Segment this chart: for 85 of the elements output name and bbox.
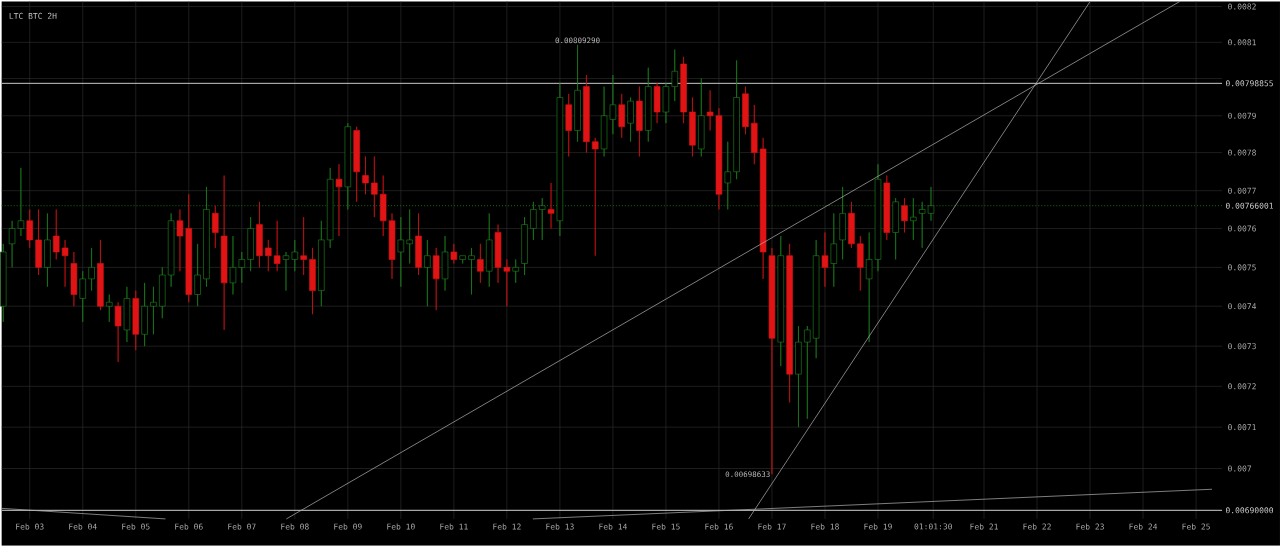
candlestick	[468, 247, 475, 295]
candlestick	[645, 67, 652, 143]
candlestick	[273, 220, 281, 272]
candlestick	[424, 239, 431, 307]
candlestick	[220, 175, 228, 331]
candlestick	[441, 235, 449, 292]
candlestick	[759, 137, 767, 280]
candlestick	[901, 197, 908, 233]
candlestick	[848, 201, 855, 249]
candlestick	[114, 302, 122, 363]
candlestick	[777, 235, 785, 367]
candlestick	[97, 239, 104, 311]
candlestick	[265, 239, 272, 272]
candlestick	[583, 74, 590, 154]
candlestick	[812, 239, 820, 359]
candlestick	[768, 247, 776, 475]
candlestick	[44, 213, 51, 288]
candlestick	[300, 216, 307, 276]
candlestick	[194, 243, 201, 307]
candlestick	[724, 141, 731, 210]
candlestick	[733, 60, 740, 180]
candlestick	[910, 197, 917, 241]
candlestick	[627, 97, 634, 143]
candlestick	[671, 49, 678, 102]
candlestick	[698, 78, 705, 157]
candlestick	[485, 213, 493, 288]
candlestick	[35, 209, 42, 276]
candlestick	[318, 220, 325, 307]
candlestick	[26, 209, 33, 249]
candlestick	[309, 247, 316, 315]
candlestick	[88, 247, 95, 292]
candlestick	[512, 259, 519, 284]
candlestick	[70, 251, 78, 307]
candlestick	[521, 216, 528, 276]
candlestick	[335, 164, 343, 237]
candlestick	[247, 216, 254, 272]
candlestick	[362, 156, 369, 195]
candlestick	[344, 123, 352, 210]
candlestick	[371, 156, 378, 218]
candlestick	[79, 271, 86, 323]
candlestick	[141, 282, 148, 347]
candlestick	[61, 239, 69, 288]
candlestick	[123, 286, 131, 343]
candlestick	[618, 93, 625, 139]
candlestick	[326, 167, 334, 249]
candlestick	[653, 82, 661, 124]
candlestick	[636, 86, 643, 157]
candlestick	[256, 201, 263, 268]
candlestick	[477, 243, 484, 284]
candlestick	[530, 201, 537, 241]
candlestick	[167, 213, 175, 288]
candlestick	[397, 216, 405, 288]
candlestick	[892, 197, 899, 260]
candlestick	[689, 97, 696, 157]
candlestick	[804, 325, 811, 420]
candlestick	[751, 104, 758, 165]
candlestick	[212, 205, 219, 249]
candlestick	[159, 267, 166, 319]
candlestick	[539, 197, 546, 241]
candlestick	[592, 137, 599, 257]
candlestick	[547, 182, 555, 229]
candlestick	[53, 209, 60, 260]
candlestick	[795, 325, 802, 428]
candlestick	[556, 82, 564, 237]
candlestick	[574, 44, 581, 143]
candlestick	[406, 209, 413, 264]
candlestick	[742, 86, 749, 135]
candlestick	[432, 247, 440, 311]
candlestick	[565, 93, 572, 157]
candlestick	[450, 243, 458, 264]
candlestick	[680, 56, 687, 124]
candlestick	[786, 243, 793, 403]
candlestick	[857, 235, 864, 292]
candlestick	[106, 294, 113, 323]
candlestick	[150, 286, 157, 335]
candlestick	[821, 232, 829, 288]
candlestick	[839, 186, 846, 260]
candlestick	[132, 290, 139, 351]
candlestick	[353, 126, 360, 203]
candlestick	[830, 213, 838, 288]
candlestick	[415, 213, 422, 276]
candlestick	[662, 82, 670, 124]
candlestick	[459, 255, 466, 264]
candlestick	[883, 175, 891, 241]
candlestick	[203, 186, 210, 288]
